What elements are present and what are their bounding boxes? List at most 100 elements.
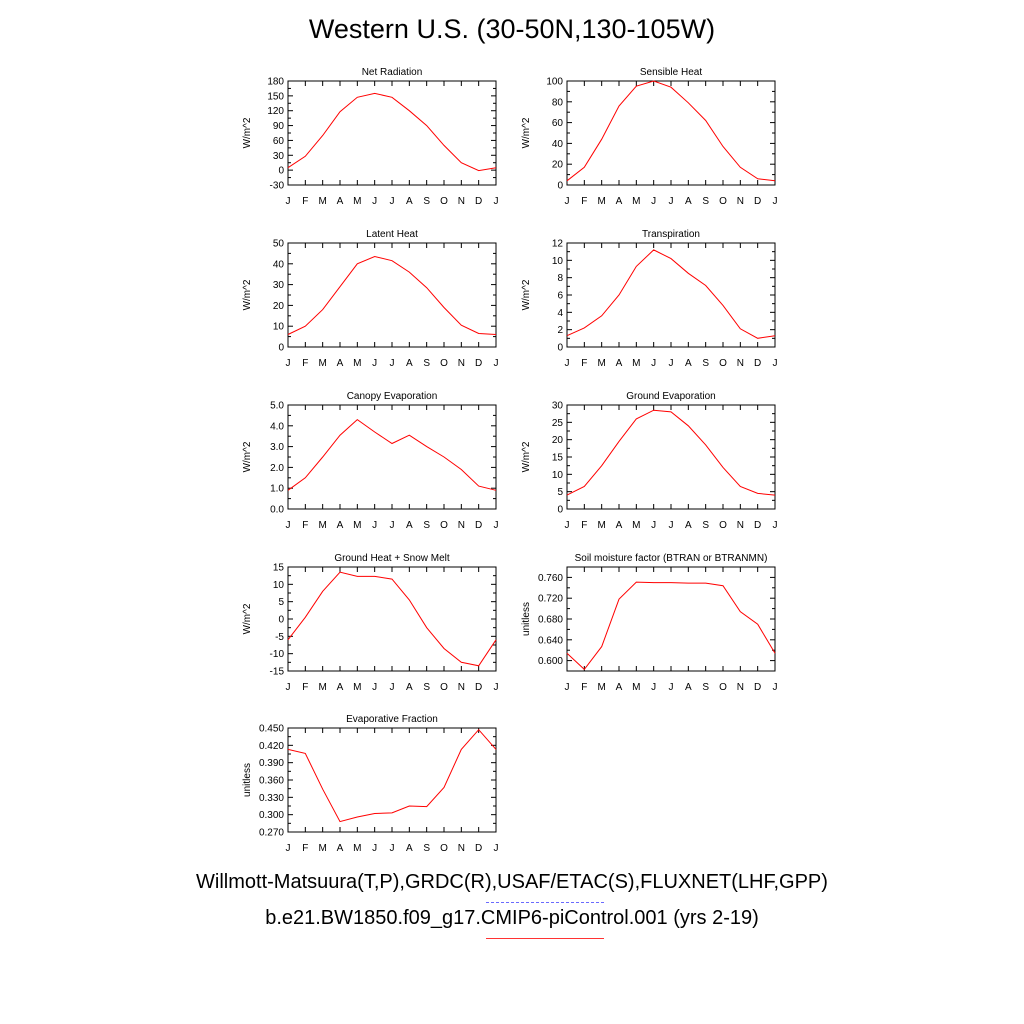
y-tick-label: 50	[273, 239, 285, 250]
y-axis-label: unitless	[242, 763, 253, 797]
panel-title: Ground Heat + Snow Melt	[334, 553, 450, 564]
y-axis-label: W/m^2	[242, 603, 253, 634]
y-tick-label: 30	[273, 151, 285, 162]
panel-title: Sensible Heat	[640, 67, 702, 78]
y-tick-label: 6	[557, 291, 563, 302]
x-tick-label: J	[565, 682, 570, 693]
plot-frame	[287, 404, 497, 510]
x-tick-label: S	[702, 682, 709, 693]
y-tick-label: 12	[552, 239, 564, 250]
y-tick-label: 5	[557, 487, 563, 498]
panel-8: Soil moisture factor (BTRAN or BTRANMN) u…	[521, 553, 778, 693]
y-tick-label: -30	[270, 181, 285, 192]
x-tick-label: J	[390, 520, 395, 531]
x-tick-label: J	[494, 196, 499, 207]
y-tick-label: 0	[557, 505, 563, 516]
panel-title: Soil moisture factor (BTRAN or BTRANMN)	[575, 553, 768, 564]
x-tick-label: A	[337, 358, 344, 369]
x-tick-label: N	[458, 520, 465, 531]
x-tick-label: A	[406, 843, 413, 854]
x-tick-label: J	[372, 196, 377, 207]
panel-title: Ground Evaporation	[626, 391, 716, 402]
x-tick-label: F	[581, 520, 587, 531]
x-tick-label: N	[737, 358, 744, 369]
x-tick-label: O	[719, 520, 727, 531]
y-tick-label: 0.640	[538, 635, 563, 646]
x-tick-label: A	[406, 520, 413, 531]
y-tick-label: 15	[552, 453, 564, 464]
x-tick-label: D	[754, 520, 761, 531]
y-tick-label: -10	[270, 649, 285, 660]
plot-frame	[287, 727, 497, 833]
x-tick-label: J	[494, 358, 499, 369]
y-tick-label: 4	[557, 308, 563, 319]
y-tick-label: 2.0	[270, 463, 284, 474]
x-tick-label: J	[390, 682, 395, 693]
x-tick-label: F	[302, 196, 308, 207]
y-tick-label: 0.360	[259, 776, 284, 787]
x-tick-label: O	[719, 358, 727, 369]
y-tick-label: 180	[267, 77, 284, 88]
y-tick-label: 100	[546, 77, 563, 88]
x-tick-label: S	[423, 843, 430, 854]
y-tick-label: 0.300	[259, 810, 284, 821]
x-tick-label: S	[423, 196, 430, 207]
x-tick-label: J	[494, 682, 499, 693]
x-tick-label: F	[302, 682, 308, 693]
x-tick-label: F	[581, 682, 587, 693]
x-tick-label: M	[318, 520, 326, 531]
x-tick-label: A	[337, 682, 344, 693]
x-tick-label: N	[737, 196, 744, 207]
x-tick-label: D	[475, 358, 482, 369]
x-tick-label: J	[773, 196, 778, 207]
x-tick-label: M	[353, 358, 361, 369]
x-tick-label: A	[685, 196, 692, 207]
x-tick-label: A	[337, 520, 344, 531]
y-tick-label: 1.0	[270, 484, 284, 495]
x-tick-label: N	[737, 682, 744, 693]
y-tick-label: 0.680	[538, 615, 563, 626]
x-tick-label: S	[423, 682, 430, 693]
x-tick-label: S	[702, 196, 709, 207]
x-tick-label: O	[719, 682, 727, 693]
x-tick-label: M	[632, 520, 640, 531]
legend-model-label: b.e21.BW1850.f09_g17.CMIP6-piControl.001…	[265, 907, 759, 929]
x-tick-label: M	[597, 358, 605, 369]
x-tick-label: M	[318, 843, 326, 854]
y-tick-label: 0.760	[538, 573, 563, 584]
y-tick-label: 10	[273, 580, 285, 591]
x-tick-label: J	[372, 843, 377, 854]
plot-frame	[287, 566, 497, 672]
x-tick-label: A	[337, 843, 344, 854]
y-axis-label: W/m^2	[242, 441, 253, 472]
x-tick-label: J	[565, 520, 570, 531]
x-tick-label: O	[440, 682, 448, 693]
y-tick-label: 30	[273, 280, 285, 291]
x-tick-label: A	[616, 358, 623, 369]
plot-frame	[287, 80, 497, 186]
legend-obs-label: Willmott-Matsuura(T,P),GRDC(R),USAF/ETAC…	[196, 871, 828, 893]
x-tick-label: F	[581, 196, 587, 207]
y-tick-label: 5	[278, 597, 284, 608]
series-line	[287, 92, 497, 172]
legend-obs-swatch	[486, 902, 604, 903]
series-line	[566, 249, 776, 339]
x-tick-label: A	[406, 196, 413, 207]
panel-title: Net Radiation	[362, 67, 423, 78]
y-axis-label: W/m^2	[242, 117, 253, 148]
y-tick-label: 10	[552, 470, 564, 481]
y-tick-label: 150	[267, 91, 284, 102]
x-tick-label: A	[685, 682, 692, 693]
x-tick-label: O	[440, 520, 448, 531]
x-tick-label: J	[390, 358, 395, 369]
y-tick-label: 4.0	[270, 421, 284, 432]
x-tick-label: A	[406, 682, 413, 693]
x-tick-label: J	[565, 358, 570, 369]
y-tick-label: 5.0	[270, 401, 284, 412]
y-tick-label: 0.600	[538, 656, 563, 667]
y-tick-label: 120	[267, 106, 284, 117]
x-tick-label: S	[423, 520, 430, 531]
